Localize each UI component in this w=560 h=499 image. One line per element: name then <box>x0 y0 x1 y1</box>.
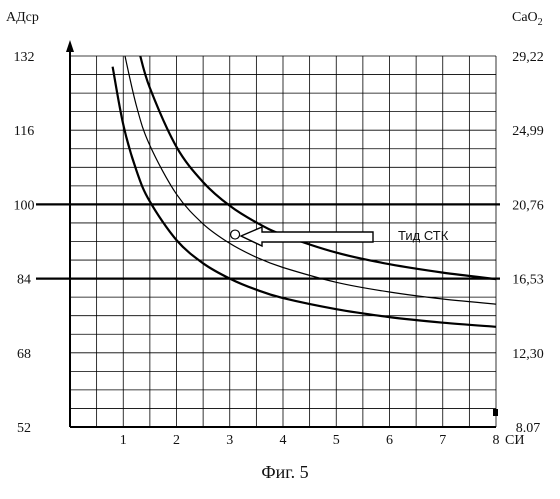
x-axis-end-marker-icon <box>493 409 498 416</box>
y-tick-label-right: 24,99 <box>512 124 544 139</box>
y-tick-label-right: 12,30 <box>512 347 544 362</box>
figure-caption: Фиг. 5 <box>261 462 308 482</box>
x-tick-label: 8 <box>493 433 500 448</box>
highlight-point-marker <box>231 230 240 239</box>
x-tick-label: 4 <box>280 433 287 448</box>
series-line-1 <box>113 67 496 327</box>
x-tick-label: 3 <box>226 433 233 448</box>
y-tick-label-left: 100 <box>14 198 35 213</box>
y-tick-label-right: 16,53 <box>512 273 544 288</box>
series-group <box>113 48 496 327</box>
y-tick-label-left: 116 <box>14 124 34 139</box>
y-tick-label-right: 20,76 <box>512 198 544 213</box>
y-axis-title-right: CaO2 <box>512 10 543 28</box>
annotation-label: Тид СТК <box>398 228 449 243</box>
x-tick-label: 6 <box>386 433 393 448</box>
y-axis-arrow-icon <box>66 40 74 52</box>
y-tick-label-left: 132 <box>14 50 35 65</box>
x-axis-title: СИ <box>505 433 524 448</box>
x-tick-label: 5 <box>333 433 340 448</box>
y-tick-label-left: 52 <box>17 421 31 436</box>
x-tick-label: 1 <box>120 433 127 448</box>
x-tick-label: 7 <box>439 433 446 448</box>
tick-labels: 528.076812,308416,5310020,7611624,991322… <box>14 50 544 448</box>
x-tick-label: 2 <box>173 433 180 448</box>
y-tick-label-left: 84 <box>17 273 31 288</box>
y-axis-title-left: АДср <box>6 10 39 25</box>
y-tick-label-right: 29,22 <box>512 50 544 65</box>
y-tick-label-left: 68 <box>17 347 31 362</box>
